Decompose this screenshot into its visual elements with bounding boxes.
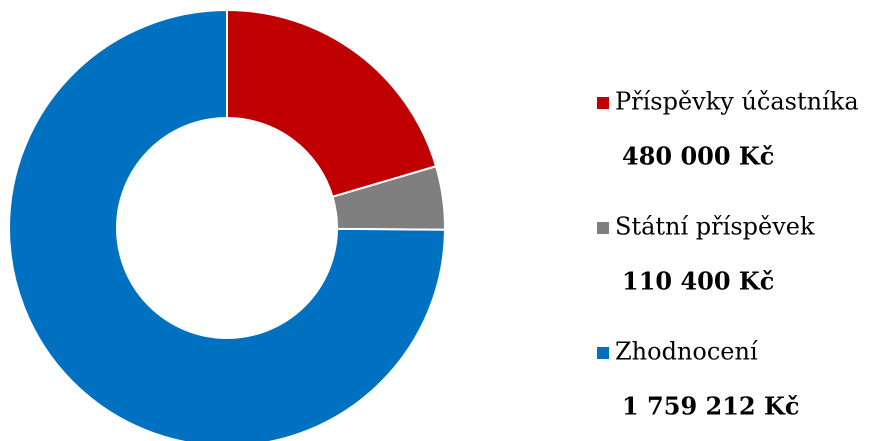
legend-label: Zhodnocení bbox=[615, 338, 758, 366]
legend-swatch bbox=[597, 97, 609, 109]
value-label: 480 000 Kč bbox=[622, 142, 774, 171]
legend-swatch bbox=[597, 222, 609, 234]
legend-swatch bbox=[597, 347, 609, 359]
legend-label: Státní příspěvek bbox=[615, 213, 815, 241]
value-label: 110 400 Kč bbox=[622, 267, 774, 296]
donut-slice bbox=[226, 8, 438, 199]
value-label: 1 759 212 Kč bbox=[622, 392, 799, 421]
legend-label: Příspěvky účastníka bbox=[615, 88, 859, 116]
